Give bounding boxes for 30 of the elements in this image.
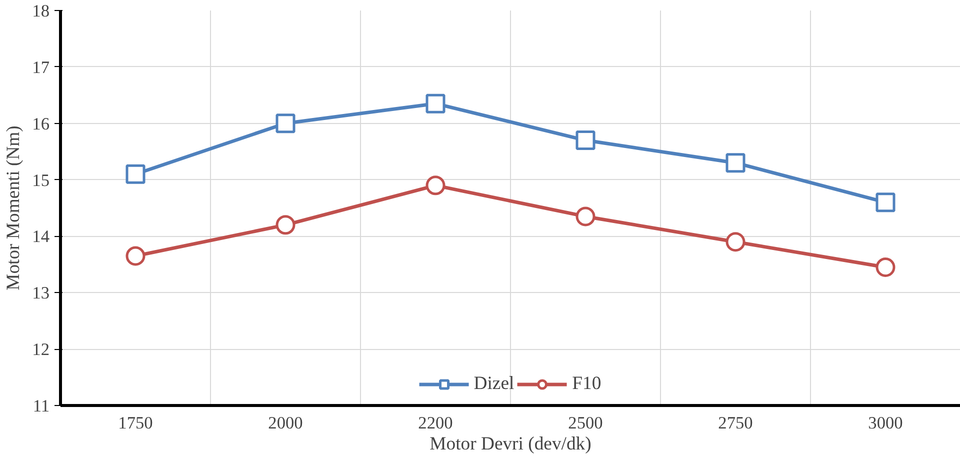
point: [276, 215, 296, 235]
y-tick-label: 12: [32, 340, 50, 360]
y-axis-title: Motor Momenti (Nm): [3, 126, 24, 290]
y-tick-label: 17: [32, 58, 50, 77]
point: [876, 258, 896, 277]
point: [426, 176, 446, 196]
x-tick-label: 2000: [268, 414, 303, 432]
point: [126, 164, 146, 184]
y-tick-label: 15: [32, 170, 50, 190]
point: [576, 130, 596, 150]
y-tick-label: 16: [32, 114, 50, 134]
x-tick-label: 1750: [118, 414, 153, 432]
y-tick-label: 14: [32, 227, 50, 246]
point: [726, 232, 746, 252]
legend-label: F10: [572, 373, 602, 395]
y-tick-label: 11: [32, 396, 50, 416]
x-tick-label: 2750: [718, 414, 753, 432]
point: [126, 246, 146, 266]
point: [876, 192, 896, 212]
x-tick-label: 2200: [418, 414, 453, 432]
point: [426, 94, 446, 114]
legend-label: Dizel: [474, 373, 514, 395]
x-axis-title: Motor Devri (dev/dk): [430, 434, 592, 454]
y-tick-label: 18: [32, 2, 50, 20]
point: [726, 153, 746, 173]
y-tick-label: 13: [32, 284, 50, 303]
point: [576, 206, 596, 226]
x-tick-label: 2500: [568, 414, 603, 432]
x-tick-label: 3000: [868, 414, 903, 432]
point: [276, 114, 296, 134]
